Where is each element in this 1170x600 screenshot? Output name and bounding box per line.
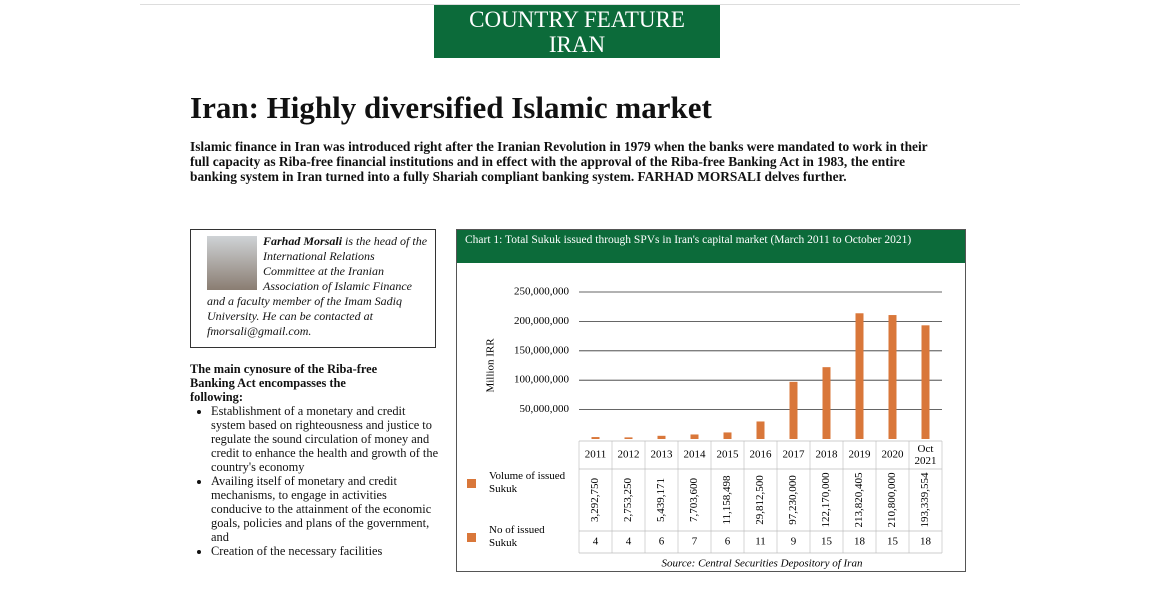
count-label: 6 [659, 536, 665, 548]
count-label: 15 [887, 536, 899, 548]
bullets: Establishment of a monetary and credit s… [190, 404, 440, 558]
author-name: Farhad Morsali [263, 234, 343, 248]
author-bio: is the head of the International Relatio… [207, 234, 428, 338]
count-label: 11 [755, 536, 766, 548]
bar [855, 313, 864, 439]
rule [140, 4, 1020, 5]
chart-svg: Million IRR 50,000,000 100,000,000 150,000,… [467, 286, 943, 570]
bar [888, 315, 897, 439]
bar [657, 435, 666, 439]
y-tick-label: 100,000,000 [514, 374, 570, 386]
count-label: 4 [626, 536, 632, 548]
section-header: COUNTRY FEATURE IRAN [434, 5, 720, 58]
value-label: 193,339,554 [919, 472, 931, 528]
x-tick-label: 2011 [585, 449, 607, 461]
value-label: 11,158,498 [721, 475, 733, 525]
x-tick-label: 2013 [651, 449, 674, 461]
bar [723, 432, 732, 439]
author-box: Farhad Morsali is the head of the Intern… [190, 229, 436, 348]
bar [591, 437, 600, 439]
y-tick-label: 50,000,000 [520, 403, 570, 415]
y-tick-label: 200,000,000 [514, 315, 570, 327]
bar [921, 325, 930, 439]
count-label: 15 [821, 536, 833, 548]
list: The main cynosure of the Riba-free Banki… [190, 362, 440, 558]
bullet: Establishment of a monetary and credit s… [211, 404, 440, 474]
count-label: 7 [692, 536, 698, 548]
y-tick-label: 150,000,000 [514, 344, 570, 356]
bullet: Creation of the necessary facilities [211, 544, 440, 558]
x-tick-label: 2012 [618, 449, 640, 461]
headline: Iran: Highly diversified Islamic market [190, 90, 712, 125]
x-tick-label: 2015 [717, 449, 740, 461]
legend-label: Volume of issued Sukuk [489, 470, 566, 495]
x-tick-label: 2017 [783, 449, 806, 461]
x-tick-label: Oct 2021 [915, 443, 937, 467]
value-label: 7,703,600 [688, 478, 700, 523]
value-label: 3,292,750 [589, 478, 601, 523]
count-label: 18 [854, 536, 866, 548]
value-label: 213,820,405 [853, 472, 865, 528]
value-label: 97,230,000 [787, 475, 799, 525]
bullet: Availing itself of monetary and credit m… [211, 474, 440, 544]
x-tick-label: 2016 [750, 449, 773, 461]
y-axis-label: Million IRR [485, 338, 497, 393]
bar [756, 421, 765, 439]
legend-swatch [467, 479, 476, 488]
intro: Islamic finance in Iran was introduced r… [190, 139, 928, 184]
count-label: 6 [725, 536, 731, 548]
bar [624, 437, 633, 439]
count-label: 4 [593, 536, 599, 548]
source: Source: Central Securities Depository of… [662, 558, 863, 570]
chart-title: Chart 1: Total Sukuk issued through SPVs… [457, 230, 965, 263]
legend-label: No of issued Sukuk [489, 524, 545, 549]
chart: Chart 1: Total Sukuk issued through SPVs… [456, 229, 966, 572]
header-line: IRAN [548, 32, 606, 57]
bar [690, 434, 699, 439]
value-label: 210,800,000 [886, 472, 898, 528]
x-tick-label: 2020 [882, 449, 905, 461]
value-label: 122,170,000 [820, 472, 832, 528]
author-photo [207, 236, 257, 290]
x-tick-label: 2019 [849, 449, 872, 461]
bar [789, 381, 798, 439]
value-label: 5,439,171 [655, 478, 667, 522]
value-label: 29,812,500 [754, 475, 766, 525]
x-tick-label: 2014 [684, 449, 707, 461]
x-tick-label: 2018 [816, 449, 839, 461]
value-label: 2,753,250 [622, 478, 634, 523]
bar [822, 367, 831, 439]
list-heading: The main cynosure of the Riba-free Banki… [190, 362, 378, 404]
y-tick-label: 250,000,000 [514, 286, 570, 298]
count-label: 18 [920, 536, 932, 548]
legend-swatch [467, 533, 476, 542]
header-line: COUNTRY FEATURE [469, 7, 685, 32]
count-label: 9 [791, 536, 797, 548]
